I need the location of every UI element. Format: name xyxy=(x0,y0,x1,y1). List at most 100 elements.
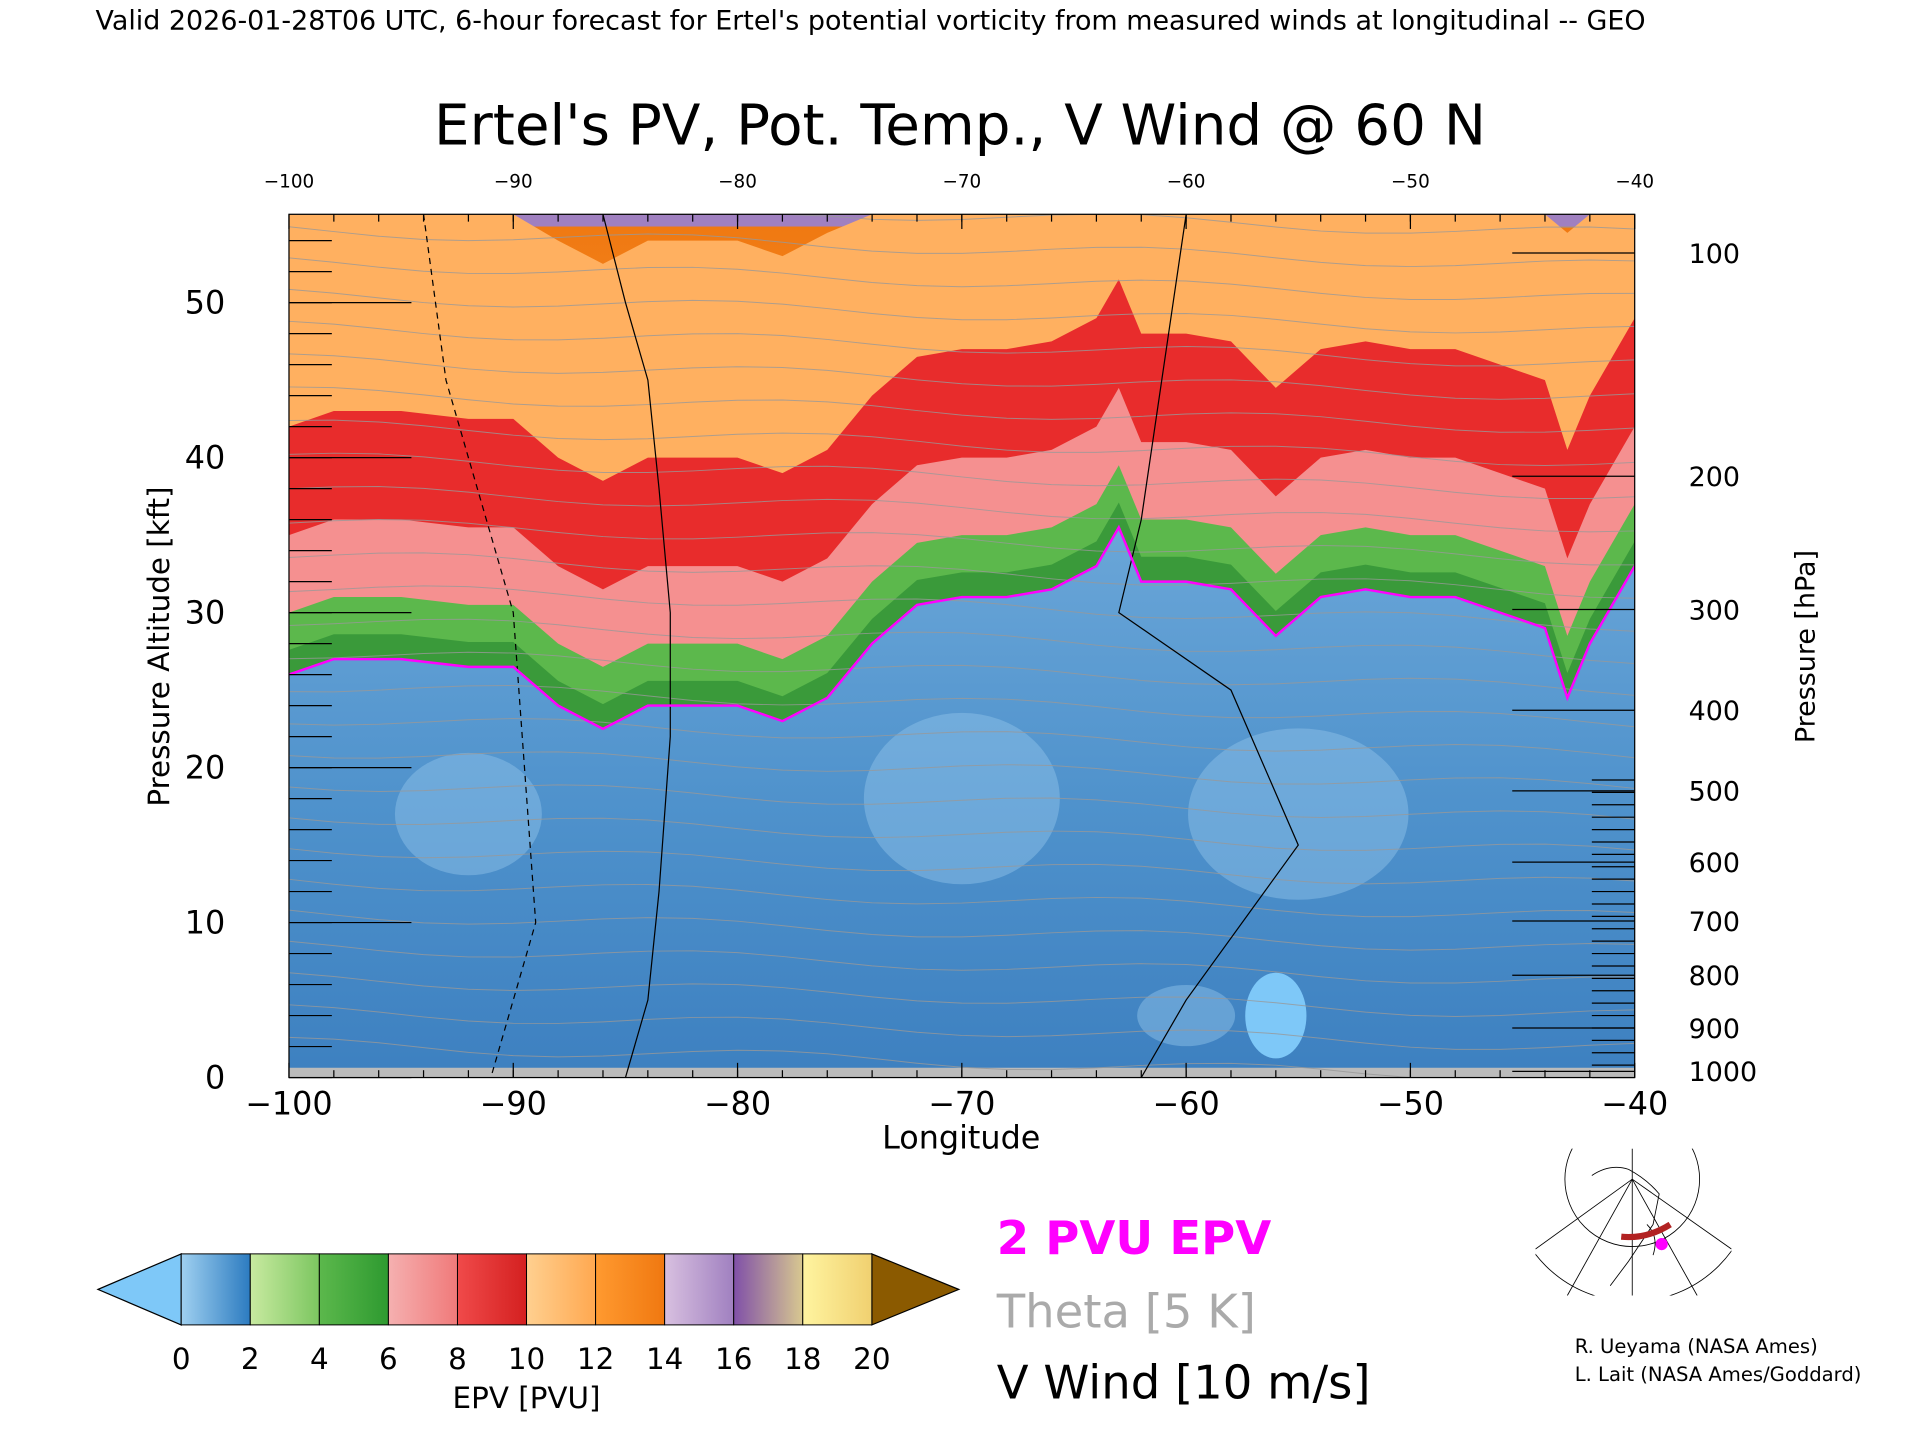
theta-contour xyxy=(288,784,1635,820)
theta-contour xyxy=(288,226,1635,268)
epv-patch-light-blue xyxy=(1188,728,1409,900)
colorbar-tick-label: 0 xyxy=(172,1342,191,1376)
colorbar-tick-label: 20 xyxy=(853,1342,890,1376)
pressure-tick-label: 200 xyxy=(1689,462,1740,493)
epv-band-red xyxy=(288,279,1635,605)
x-tick-label: −100 xyxy=(245,1084,332,1122)
theta-contour xyxy=(288,718,1635,759)
colorbar-label: EPV [PVU] xyxy=(453,1381,601,1415)
colorbar-tick-label: 2 xyxy=(241,1342,260,1376)
theta-contour xyxy=(288,618,1635,665)
pressure-tick-label: 600 xyxy=(1689,848,1740,879)
x-tick-label-top: −50 xyxy=(1391,171,1430,192)
colorbar-tick-label: 4 xyxy=(310,1342,329,1376)
colorbar-over-triangle xyxy=(871,1252,961,1326)
colorbar-segment xyxy=(595,1253,666,1326)
colorbar-segment xyxy=(456,1253,528,1326)
map-meridian xyxy=(1566,1178,1633,1296)
colorbar-tick-label: 16 xyxy=(715,1342,752,1376)
x-tick-label-top: −100 xyxy=(264,171,314,192)
x-tick-label: −40 xyxy=(1601,1084,1668,1122)
colorbar-tick-label: 10 xyxy=(508,1342,545,1376)
epv-patch-light-blue xyxy=(1137,984,1236,1047)
plot-title: Ertel's PV, Pot. Temp., V Wind @ 60 N xyxy=(434,93,1486,158)
location-marker xyxy=(1655,1237,1668,1251)
pressure-tick-label: 500 xyxy=(1689,777,1740,808)
theta-contour xyxy=(288,552,1635,599)
pressure-tick-label: 1000 xyxy=(1689,1057,1758,1088)
epv-band-pink xyxy=(288,387,1635,675)
colorbar: 0 2 4 6 8 10 12 14 16 18 20 xyxy=(96,1252,961,1376)
x-tick-label-top: −60 xyxy=(1167,171,1206,192)
theta-contour xyxy=(288,452,1635,499)
theta-contour xyxy=(288,1004,1635,1050)
y-tick-label: 40 xyxy=(185,439,226,477)
x-tick-label: −80 xyxy=(704,1084,771,1122)
x-tick-label-top: −80 xyxy=(718,171,757,192)
epv-patch-light-blue xyxy=(863,712,1060,885)
colorbar-under-triangle xyxy=(96,1252,182,1326)
map-coastline xyxy=(1591,1166,1660,1286)
map-meridian xyxy=(1631,1178,1698,1296)
pressure-tick-label: 100 xyxy=(1689,239,1740,270)
colorbar-segment xyxy=(318,1253,389,1326)
x-tick-label: −50 xyxy=(1377,1084,1444,1122)
x-tick-label: −60 xyxy=(1153,1084,1220,1122)
theta-contour xyxy=(288,419,1635,467)
cross-section-track xyxy=(1620,1221,1672,1241)
credit-line-2: L. Lait (NASA Ames/Goddard) xyxy=(1575,1363,1862,1386)
legend-pv: 2 PVU EPV xyxy=(997,1211,1271,1265)
x-tick-label: −70 xyxy=(928,1084,995,1122)
y-tick-label: 0 xyxy=(205,1059,225,1097)
theta-contour xyxy=(288,386,1635,433)
colorbar-tick-label: 18 xyxy=(784,1342,821,1376)
y-tick-label: 20 xyxy=(185,749,226,787)
theta-contour xyxy=(288,651,1635,696)
x-tick-label-top: −40 xyxy=(1615,171,1654,192)
x-axis-label: Longitude xyxy=(882,1119,1040,1157)
x-tick-label-top: −90 xyxy=(494,171,533,192)
y-tick-label: 10 xyxy=(185,904,226,942)
theta-contour xyxy=(288,940,1635,984)
colorbar-segment xyxy=(180,1253,251,1326)
theta-contour xyxy=(288,585,1635,632)
colorbar-segment xyxy=(526,1253,597,1326)
map-meridian xyxy=(1631,1178,1732,1250)
wind-contour-zero xyxy=(602,214,671,1078)
wind-contour-positive xyxy=(1118,214,1299,1078)
theta-contour xyxy=(288,972,1635,1017)
y-axis-label: Pressure Altitude [kft] xyxy=(142,486,176,806)
colorbar-segment xyxy=(387,1253,458,1326)
epv-patch-below-zero xyxy=(1245,972,1307,1059)
colorbar-segment xyxy=(733,1253,804,1326)
wind-contour-negative xyxy=(422,214,537,1078)
x-tick-label: −90 xyxy=(480,1084,547,1122)
pressure-tick-label: 700 xyxy=(1689,907,1740,938)
theta-contour xyxy=(288,485,1635,533)
locator-map xyxy=(1535,1148,1732,1296)
theta-contour xyxy=(288,684,1635,728)
colorbar-segment xyxy=(664,1253,735,1326)
plot-area: −100 −100 −90 −90 −80 −80 −70 −70 −60 −60 −50 −50 −4… xyxy=(185,171,1757,1122)
colorbar-tick-label: 12 xyxy=(577,1342,614,1376)
colorbar-segment xyxy=(249,1253,320,1326)
x-tick-label-top: −70 xyxy=(942,171,981,192)
pressure-tick-label: 900 xyxy=(1689,1014,1740,1045)
theta-contour xyxy=(288,817,1635,851)
legend-theta: Theta [5 K] xyxy=(996,1284,1256,1338)
theta-contour xyxy=(288,909,1635,951)
pressure-tick-label: 800 xyxy=(1689,961,1740,992)
colorbar-segment xyxy=(802,1253,873,1326)
y-tick-label: 30 xyxy=(185,594,226,632)
legend-wind: V Wind [10 m/s] xyxy=(997,1355,1371,1409)
pressure-tick-label: 300 xyxy=(1689,595,1740,626)
epv-patch-light-blue xyxy=(394,752,542,876)
colorbar-tick-label: 14 xyxy=(646,1342,683,1376)
theta-contour xyxy=(288,353,1635,400)
credit-line-1: R. Ueyama (NASA Ames) xyxy=(1575,1335,1818,1358)
colorbar-tick-label: 8 xyxy=(448,1342,467,1376)
theta-contour xyxy=(288,288,1635,334)
theta-contour xyxy=(288,519,1635,566)
valid-line: Valid 2026-01-28T06 UTC, 6-hour forecast… xyxy=(96,5,1646,36)
